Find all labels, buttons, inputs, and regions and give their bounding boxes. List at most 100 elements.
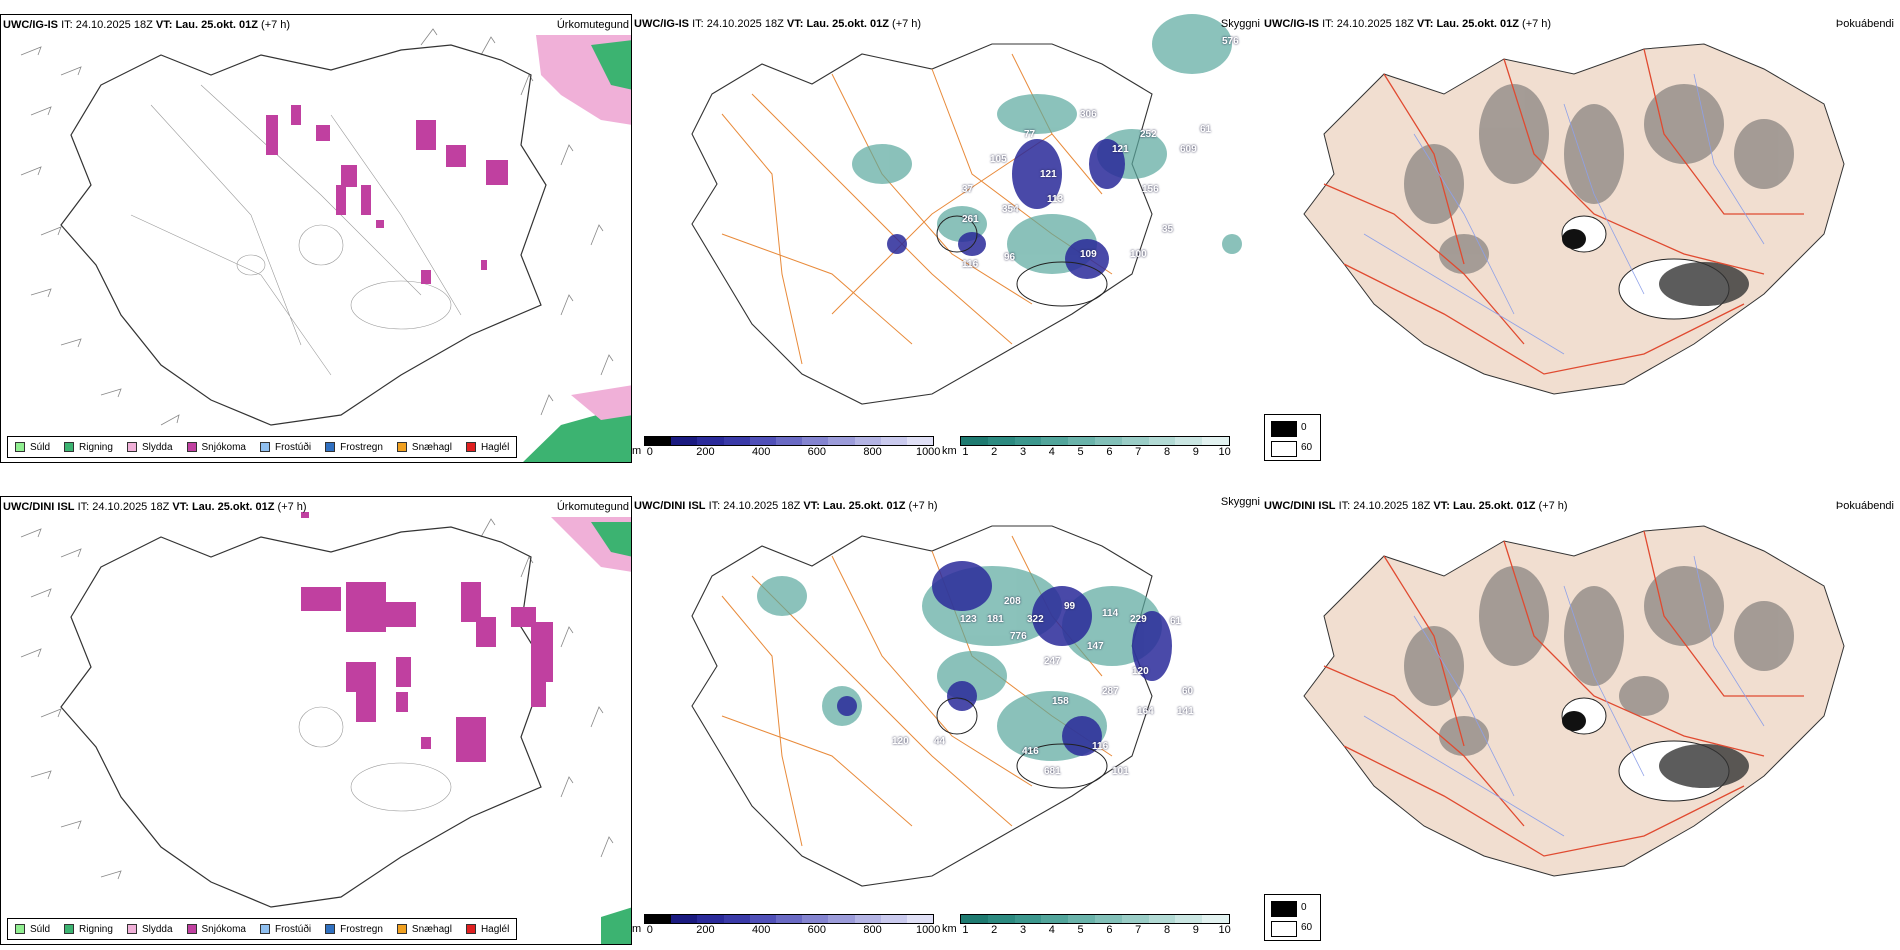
cloud-base-label: 229 xyxy=(1130,614,1147,625)
ceiling-color-step xyxy=(671,915,698,923)
cloud-base-label: 306 xyxy=(1080,109,1097,120)
vis-tick-label: 10 xyxy=(1218,446,1231,458)
panel-type-label: Þokuábendi xyxy=(1835,500,1894,512)
vis-tick-label: 3 xyxy=(1019,924,1027,936)
legend-item-slydda: Slydda xyxy=(126,923,173,935)
legend-item-frostregn: Frostregn xyxy=(325,442,383,453)
panel-title: UWC/IG-IS IT: 24.10.2025 18Z VT: Lau. 25… xyxy=(3,19,291,31)
cloud-base-label: 322 xyxy=(1027,614,1044,625)
legend-item-frostúði: Frostúði xyxy=(259,442,311,453)
fog-legend-row1: 0 60 xyxy=(1264,414,1321,461)
vis-tick-label: 7 xyxy=(1135,446,1142,458)
ceiling-color-step xyxy=(723,915,750,923)
legend-swatch xyxy=(15,924,25,934)
legend-label: Haglél xyxy=(480,441,510,453)
vis-tick-label: 4 xyxy=(1048,924,1055,936)
legend-swatch xyxy=(465,442,476,452)
panel-type-label: Úrkomutegund xyxy=(556,501,629,513)
panel-title: UWC/DINI ISL IT: 24.10.2025 18Z VT: Lau.… xyxy=(634,500,938,512)
legend-swatch xyxy=(259,442,270,452)
cloud-base-label: 105 xyxy=(990,154,1007,165)
ceiling-tick-label: 1000 xyxy=(915,924,941,936)
cloud-base-label: 60 xyxy=(1182,686,1194,697)
vis-color-step xyxy=(1121,437,1149,445)
vis-color-step xyxy=(1202,915,1229,923)
vis-color-step xyxy=(1094,437,1122,445)
ceiling-color-step xyxy=(854,437,881,445)
cloud-base-label: 261 xyxy=(962,214,979,225)
cloud-base-label: 156 xyxy=(1142,184,1159,195)
cloud-base-label: 114 xyxy=(1102,608,1119,619)
cloud-base-label: 181 xyxy=(987,614,1004,625)
legend-item-snæhagl: Snæhagl xyxy=(396,441,452,453)
vis-tick-label: 5 xyxy=(1077,446,1084,458)
ceiling-color-step xyxy=(697,915,724,923)
legend-label: Súld xyxy=(30,923,51,935)
legend-swatch xyxy=(325,442,336,452)
legend-item-snjókoma: Snjókoma xyxy=(186,923,246,935)
vis-tick-label: 2 xyxy=(991,446,998,458)
vis-tick-label: 4 xyxy=(1048,446,1055,458)
legend-swatch xyxy=(186,442,197,452)
cloud-base-label: 61 xyxy=(1170,616,1182,627)
precip-legend: Súld Rigning Slydda Snjókoma Frostúði Frostre… xyxy=(7,918,518,940)
legend-label: Frostregn xyxy=(340,923,383,935)
legend-label: Haglél xyxy=(480,923,510,935)
ceiling-color-step xyxy=(880,437,907,445)
legend-item-haglél: Haglél xyxy=(465,923,510,935)
legend-label: Snæhagl xyxy=(411,923,452,935)
cloud-ceiling-map-row1: Skyggni 576 306 252 121 609 61 77 105 37 113 261 12… xyxy=(632,14,1264,463)
vis-color-step xyxy=(1175,437,1203,445)
vis-tick-label: 9 xyxy=(1192,446,1199,458)
visibility-colorbar: km 1 2 3 4 5 6 7 8 9 10 xyxy=(942,436,1231,460)
vis-color-step xyxy=(1014,915,1042,923)
ceiling-tick-label: 400 xyxy=(751,924,771,936)
fog-legend-swatch xyxy=(1271,921,1297,937)
vis-tick-label: 8 xyxy=(1163,446,1171,458)
ceiling-color-step xyxy=(828,915,855,923)
ceiling-color-step xyxy=(671,437,698,445)
ceiling-color-step xyxy=(645,437,672,445)
vis-tick-label: 10 xyxy=(1218,924,1231,936)
fog-legend-swatch xyxy=(1271,441,1297,457)
vis-color-step xyxy=(1041,437,1069,445)
ceiling-color-step xyxy=(828,437,855,445)
legend-label: Snæhagl xyxy=(411,441,452,453)
legend-swatch xyxy=(396,924,407,934)
legend-item-súld: Súld xyxy=(15,924,50,935)
ceiling-map-canvas xyxy=(691,14,1242,405)
vis-color-step xyxy=(987,915,1015,923)
legend-label: Slydda xyxy=(141,923,173,935)
ceiling-colorbar: m 0 200 400 600 800 1000 xyxy=(632,436,940,460)
cloud-base-label: 576 xyxy=(1222,36,1239,47)
vis-color-step xyxy=(1068,437,1095,445)
vis-tick-label: 6 xyxy=(1106,924,1113,936)
precip-map-canvas xyxy=(20,28,631,462)
fog-legend-label: 0 xyxy=(1301,422,1307,433)
ceiling-color-step xyxy=(697,437,724,445)
vis-tick-label: 6 xyxy=(1106,446,1113,458)
cloud-base-label: 247 xyxy=(1044,656,1061,667)
ceiling-color-step xyxy=(906,437,934,445)
legend-item-frostregn: Frostregn xyxy=(325,924,383,935)
cloud-base-label: 77 xyxy=(1024,129,1036,140)
panel-title: UWC/IG-IS IT: 24.10.2025 18Z VT: Lau. 25… xyxy=(634,18,922,30)
legend-item-rigning: Rigning xyxy=(64,924,113,935)
ceiling-color-step xyxy=(802,437,829,445)
cloud-base-label: 96 xyxy=(1004,252,1016,263)
ceiling-tick-label: 0 xyxy=(646,924,653,936)
ceiling-color-step xyxy=(880,915,907,923)
legend-label: Snjókoma xyxy=(201,923,246,935)
precip-legend: Súld Rigning Slydda Snjókoma Frostúði Frostre… xyxy=(7,436,518,458)
ceiling-color-step xyxy=(775,915,803,923)
vis-tick-label: 3 xyxy=(1019,446,1027,458)
ceiling-unit: m xyxy=(632,445,642,457)
fog-index-map-row2: UWC/DINI ISL IT: 24.10.2025 18Z VT: Lau.… xyxy=(1264,496,1900,945)
cloud-base-label: 147 xyxy=(1087,641,1104,652)
fog-legend-label: 60 xyxy=(1301,442,1313,453)
cloud-base-label: 100 xyxy=(1130,249,1147,260)
legend-swatch xyxy=(64,442,75,452)
cloud-ceiling-map-row2: Skyggni 208 123 181 322 99 114 229 61 776 247 147 1… xyxy=(632,496,1264,945)
ceiling-tick-label: 600 xyxy=(807,924,827,936)
panel-type-label: Þokuábendi xyxy=(1835,18,1894,30)
